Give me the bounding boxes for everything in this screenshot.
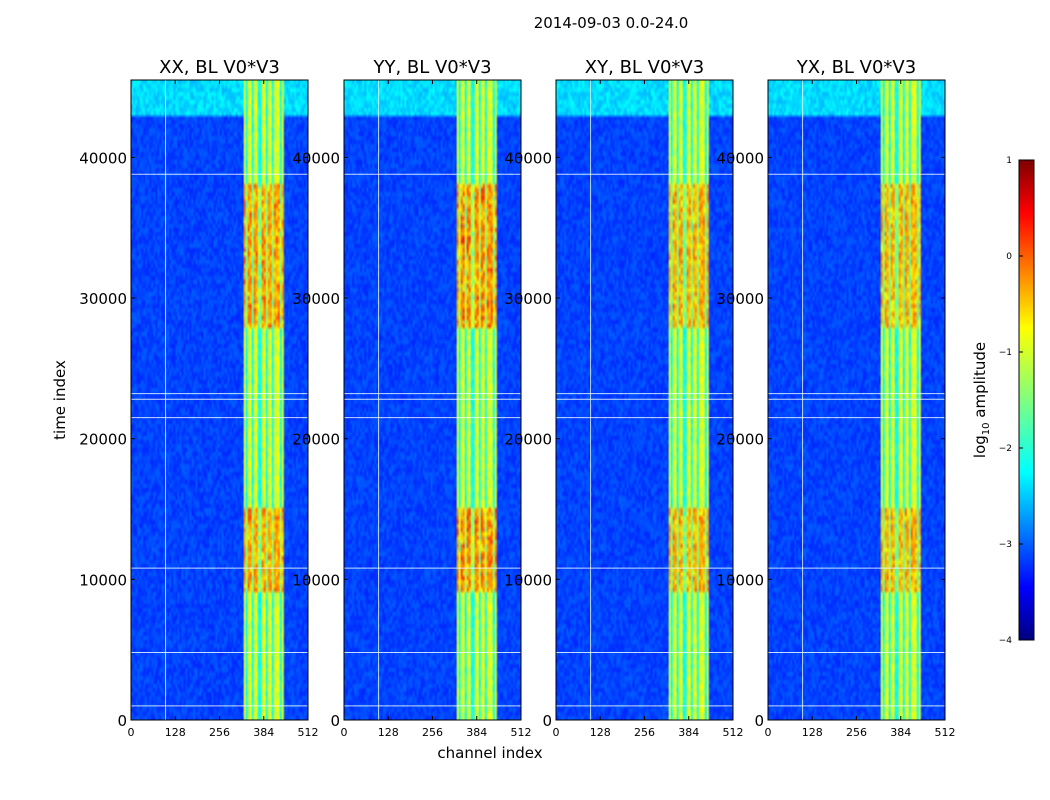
y-tick-label: 20000 (292, 431, 340, 449)
panel-title: XY, BL V0*V3 (585, 57, 704, 78)
heatmap-panels: XX, BL V0*V3 0 128 256 384 512 0 10000 20000 3000… (79, 57, 955, 739)
x-tick-label: 384 (678, 726, 699, 739)
x-tick-label: 384 (253, 726, 274, 739)
heatmap-image (344, 80, 521, 720)
panel-title: YY, BL V0*V3 (372, 57, 491, 78)
panel-title: XX, BL V0*V3 (159, 57, 280, 78)
colorbar-tick-label: 0 (1006, 252, 1012, 262)
colorbar-label-log: log (971, 435, 989, 458)
y-tick-label: 0 (117, 712, 127, 730)
panel-title: YX, BL V0*V3 (796, 57, 916, 78)
colorbar-ticks: 1 0 −1 −2 −3 −4 (999, 156, 1023, 646)
y-tick-label: 20000 (79, 431, 127, 449)
colorbar: 10−1−2−3−4 log10 amplitude (971, 156, 1035, 646)
heatmap-panel-xy: XY, BL V0*V3 0 128 256 384 512 0 10000 20000 3000… (504, 57, 743, 739)
x-tick-label: 256 (422, 726, 443, 739)
x-tick-label: 384 (890, 726, 911, 739)
heatmap-panel-yy: YY, BL V0*V3 0 128 256 384 512 0 10000 20000 3000… (292, 57, 531, 739)
y-tick-label: 10000 (292, 571, 340, 589)
y-axis-label: time index (51, 360, 69, 440)
x-tick-label: 0 (341, 726, 348, 739)
heatmap-panel-xx: XX, BL V0*V3 0 128 256 384 512 0 10000 20000 3000… (79, 57, 318, 739)
y-tick-label: 0 (542, 712, 552, 730)
x-tick-label: 512 (511, 726, 532, 739)
x-tick-label: 128 (590, 726, 611, 739)
x-axis-label: channel index (437, 744, 542, 762)
heatmap-image (131, 80, 308, 720)
heatmap-image (768, 80, 945, 720)
y-tick-label: 30000 (716, 290, 764, 308)
y-tick-label: 10000 (504, 571, 552, 589)
y-tick-label: 40000 (79, 149, 127, 167)
y-tick-label: 10000 (716, 571, 764, 589)
y-tick-label: 40000 (292, 149, 340, 167)
colorbar-gradient (1018, 159, 1035, 641)
x-tick-label: 512 (723, 726, 744, 739)
x-tick-label: 512 (298, 726, 319, 739)
x-tick-label: 256 (634, 726, 655, 739)
heatmap-image (556, 80, 733, 720)
x-tick-label: 0 (128, 726, 135, 739)
colorbar-label: log10 amplitude (971, 342, 992, 458)
x-tick-label: 128 (802, 726, 823, 739)
x-tick-label: 512 (935, 726, 956, 739)
y-tick-label: 30000 (504, 290, 552, 308)
x-tick-label: 256 (209, 726, 230, 739)
y-tick-label: 20000 (716, 431, 764, 449)
y-tick-label: 0 (754, 712, 764, 730)
colorbar-tick-label: −2 (999, 444, 1012, 454)
x-tick-label: 256 (846, 726, 867, 739)
x-tick-label: 0 (553, 726, 560, 739)
x-tick-label: 128 (165, 726, 186, 739)
y-tick-label: 10000 (79, 571, 127, 589)
y-tick-label: 30000 (79, 290, 127, 308)
y-tick-label: 40000 (504, 149, 552, 167)
colorbar-tick-label: −4 (999, 636, 1013, 646)
figure-title: 2014-09-03 0.0-24.0 (534, 14, 689, 32)
x-tick-label: 384 (466, 726, 487, 739)
y-tick-label: 40000 (716, 149, 764, 167)
colorbar-tick-label: −1 (999, 348, 1012, 358)
colorbar-label-subscript: 10 (981, 422, 992, 435)
x-tick-label: 0 (765, 726, 772, 739)
y-tick-label: 0 (330, 712, 340, 730)
y-tick-label: 20000 (504, 431, 552, 449)
y-tick-label: 30000 (292, 290, 340, 308)
colorbar-label-rest: amplitude (971, 342, 989, 423)
x-tick-label: 128 (378, 726, 399, 739)
heatmap-panel-yx: YX, BL V0*V3 0 128 256 384 512 0 10000 20000 3000… (716, 57, 955, 739)
colorbar-tick-label: −3 (999, 540, 1012, 550)
colorbar-tick-label: 1 (1006, 156, 1012, 166)
